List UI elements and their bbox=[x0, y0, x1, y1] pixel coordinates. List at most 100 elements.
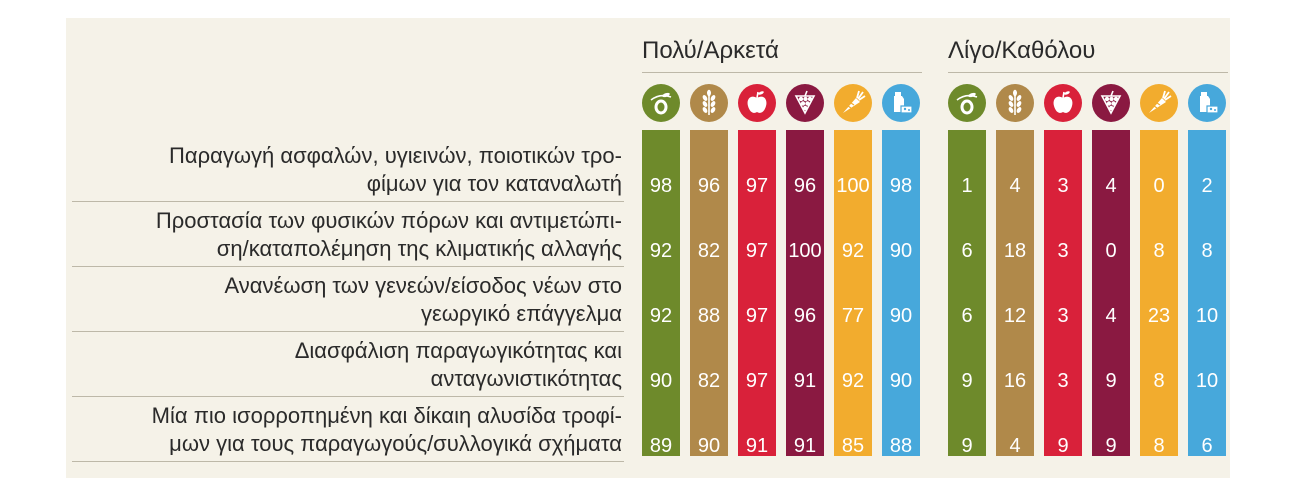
value-column bbox=[738, 130, 776, 456]
value-column bbox=[1044, 130, 1082, 456]
value-cell: 0 bbox=[1105, 240, 1117, 262]
value-cell: 97 bbox=[745, 175, 769, 197]
value-cell: 100 bbox=[788, 240, 822, 262]
row-label-line: ση/καταπολέμηση της κλιματικής αλλαγής bbox=[216, 236, 622, 261]
value-cell: 4 bbox=[1105, 305, 1117, 327]
value-cell: 18 bbox=[1003, 240, 1027, 262]
value-cell: 90 bbox=[889, 240, 913, 262]
value-cell: 96 bbox=[793, 175, 817, 197]
row-separator bbox=[72, 396, 624, 397]
value-cell: 97 bbox=[745, 305, 769, 327]
value-column bbox=[882, 130, 920, 456]
value-column bbox=[1140, 130, 1178, 456]
value-column bbox=[1092, 130, 1130, 456]
value-cell: 3 bbox=[1057, 370, 1069, 392]
value-cell: 8 bbox=[1153, 370, 1165, 392]
group-title-little: Λίγο/Καθόλου bbox=[948, 37, 1096, 64]
value-column bbox=[996, 130, 1034, 456]
value-cell: 97 bbox=[745, 240, 769, 262]
value-cell: 90 bbox=[889, 370, 913, 392]
value-cell: 92 bbox=[841, 370, 865, 392]
value-cell: 98 bbox=[649, 175, 673, 197]
value-cell: 88 bbox=[889, 435, 913, 457]
row-separator bbox=[72, 331, 624, 332]
value-cell: 77 bbox=[841, 305, 865, 327]
value-cell: 96 bbox=[697, 175, 721, 197]
value-cell: 9 bbox=[961, 370, 973, 392]
value-cell: 1 bbox=[961, 175, 973, 197]
row-label: Προστασία των φυσικών πόρων και αντιμετώ… bbox=[42, 207, 622, 263]
apple-icon bbox=[738, 84, 776, 122]
milk-cheese-icon bbox=[882, 84, 920, 122]
row-label: Μία πιο ισορροπημένη και δίκαιη αλυσίδα … bbox=[42, 402, 622, 458]
value-cell: 3 bbox=[1057, 175, 1069, 197]
row-label-line: ανταγωνιστικότητας bbox=[430, 366, 622, 391]
row-label-line: Προστασία των φυσικών πόρων και αντιμετώ… bbox=[155, 208, 622, 233]
value-cell: 23 bbox=[1147, 305, 1171, 327]
value-cell: 90 bbox=[697, 435, 721, 457]
value-cell: 9 bbox=[961, 435, 973, 457]
value-cell: 8 bbox=[1201, 240, 1213, 262]
value-cell: 97 bbox=[745, 370, 769, 392]
olive-icon bbox=[642, 84, 680, 122]
row-label-line: Παραγωγή ασφαλών, υγιεινών, ποιοτικών τρ… bbox=[168, 143, 622, 168]
value-column bbox=[834, 130, 872, 456]
value-cell: 90 bbox=[889, 305, 913, 327]
wheat-icon bbox=[690, 84, 728, 122]
value-cell: 0 bbox=[1153, 175, 1165, 197]
carrot-icon bbox=[834, 84, 872, 122]
value-column bbox=[642, 130, 680, 456]
value-cell: 9 bbox=[1105, 435, 1117, 457]
value-cell: 9 bbox=[1057, 435, 1069, 457]
value-cell: 82 bbox=[697, 240, 721, 262]
value-column bbox=[786, 130, 824, 456]
milk-cheese-icon bbox=[1188, 84, 1226, 122]
value-column bbox=[948, 130, 986, 456]
value-cell: 10 bbox=[1195, 370, 1219, 392]
row-label-line: φίμων για τον καταναλωτή bbox=[366, 171, 622, 196]
value-cell: 4 bbox=[1009, 435, 1021, 457]
group-underline-much bbox=[642, 72, 922, 73]
grapes-icon bbox=[1092, 84, 1130, 122]
row-label: Παραγωγή ασφαλών, υγιεινών, ποιοτικών τρ… bbox=[42, 142, 622, 198]
olive-icon bbox=[948, 84, 986, 122]
value-cell: 92 bbox=[841, 240, 865, 262]
value-cell: 16 bbox=[1003, 370, 1027, 392]
value-cell: 8 bbox=[1153, 435, 1165, 457]
value-cell: 92 bbox=[649, 240, 673, 262]
value-cell: 96 bbox=[793, 305, 817, 327]
value-cell: 85 bbox=[841, 435, 865, 457]
value-cell: 12 bbox=[1003, 305, 1027, 327]
group-title-much: Πολύ/Αρκετά bbox=[642, 37, 779, 64]
row-label-line: Μία πιο ισορροπημένη και δίκαιη αλυσίδα … bbox=[151, 403, 622, 428]
row-separator bbox=[72, 201, 624, 202]
value-cell: 92 bbox=[649, 305, 673, 327]
value-column bbox=[1188, 130, 1226, 456]
row-label-line: Ανανέωση των γενεών/είσοδος νέων στο bbox=[224, 273, 622, 298]
value-cell: 6 bbox=[961, 240, 973, 262]
value-cell: 98 bbox=[889, 175, 913, 197]
row-label: Διασφάλιση παραγωγικότητας και ανταγωνιστ… bbox=[42, 337, 622, 393]
wheat-icon bbox=[996, 84, 1034, 122]
value-cell: 90 bbox=[649, 370, 673, 392]
value-cell: 4 bbox=[1009, 175, 1021, 197]
value-cell: 6 bbox=[961, 305, 973, 327]
value-cell: 100 bbox=[836, 175, 870, 197]
row-label-line: μων για τους παραγωγούς/συλλογικά σχήματ… bbox=[169, 431, 622, 456]
value-cell: 82 bbox=[697, 370, 721, 392]
value-cell: 8 bbox=[1153, 240, 1165, 262]
value-cell: 4 bbox=[1105, 175, 1117, 197]
row-label-line: Διασφάλιση παραγωγικότητας και bbox=[294, 338, 622, 363]
row-label: Ανανέωση των γενεών/είσοδος νέων στο γεωρ… bbox=[42, 272, 622, 328]
value-cell: 9 bbox=[1105, 370, 1117, 392]
apple-icon bbox=[1044, 84, 1082, 122]
value-cell: 10 bbox=[1195, 305, 1219, 327]
grapes-icon bbox=[786, 84, 824, 122]
carrot-icon bbox=[1140, 84, 1178, 122]
row-separator bbox=[72, 461, 624, 462]
row-label-line: γεωργικό επάγγελμα bbox=[420, 301, 622, 326]
value-cell: 6 bbox=[1201, 435, 1213, 457]
value-column bbox=[690, 130, 728, 456]
value-cell: 2 bbox=[1201, 175, 1213, 197]
group-underline-little bbox=[948, 72, 1228, 73]
